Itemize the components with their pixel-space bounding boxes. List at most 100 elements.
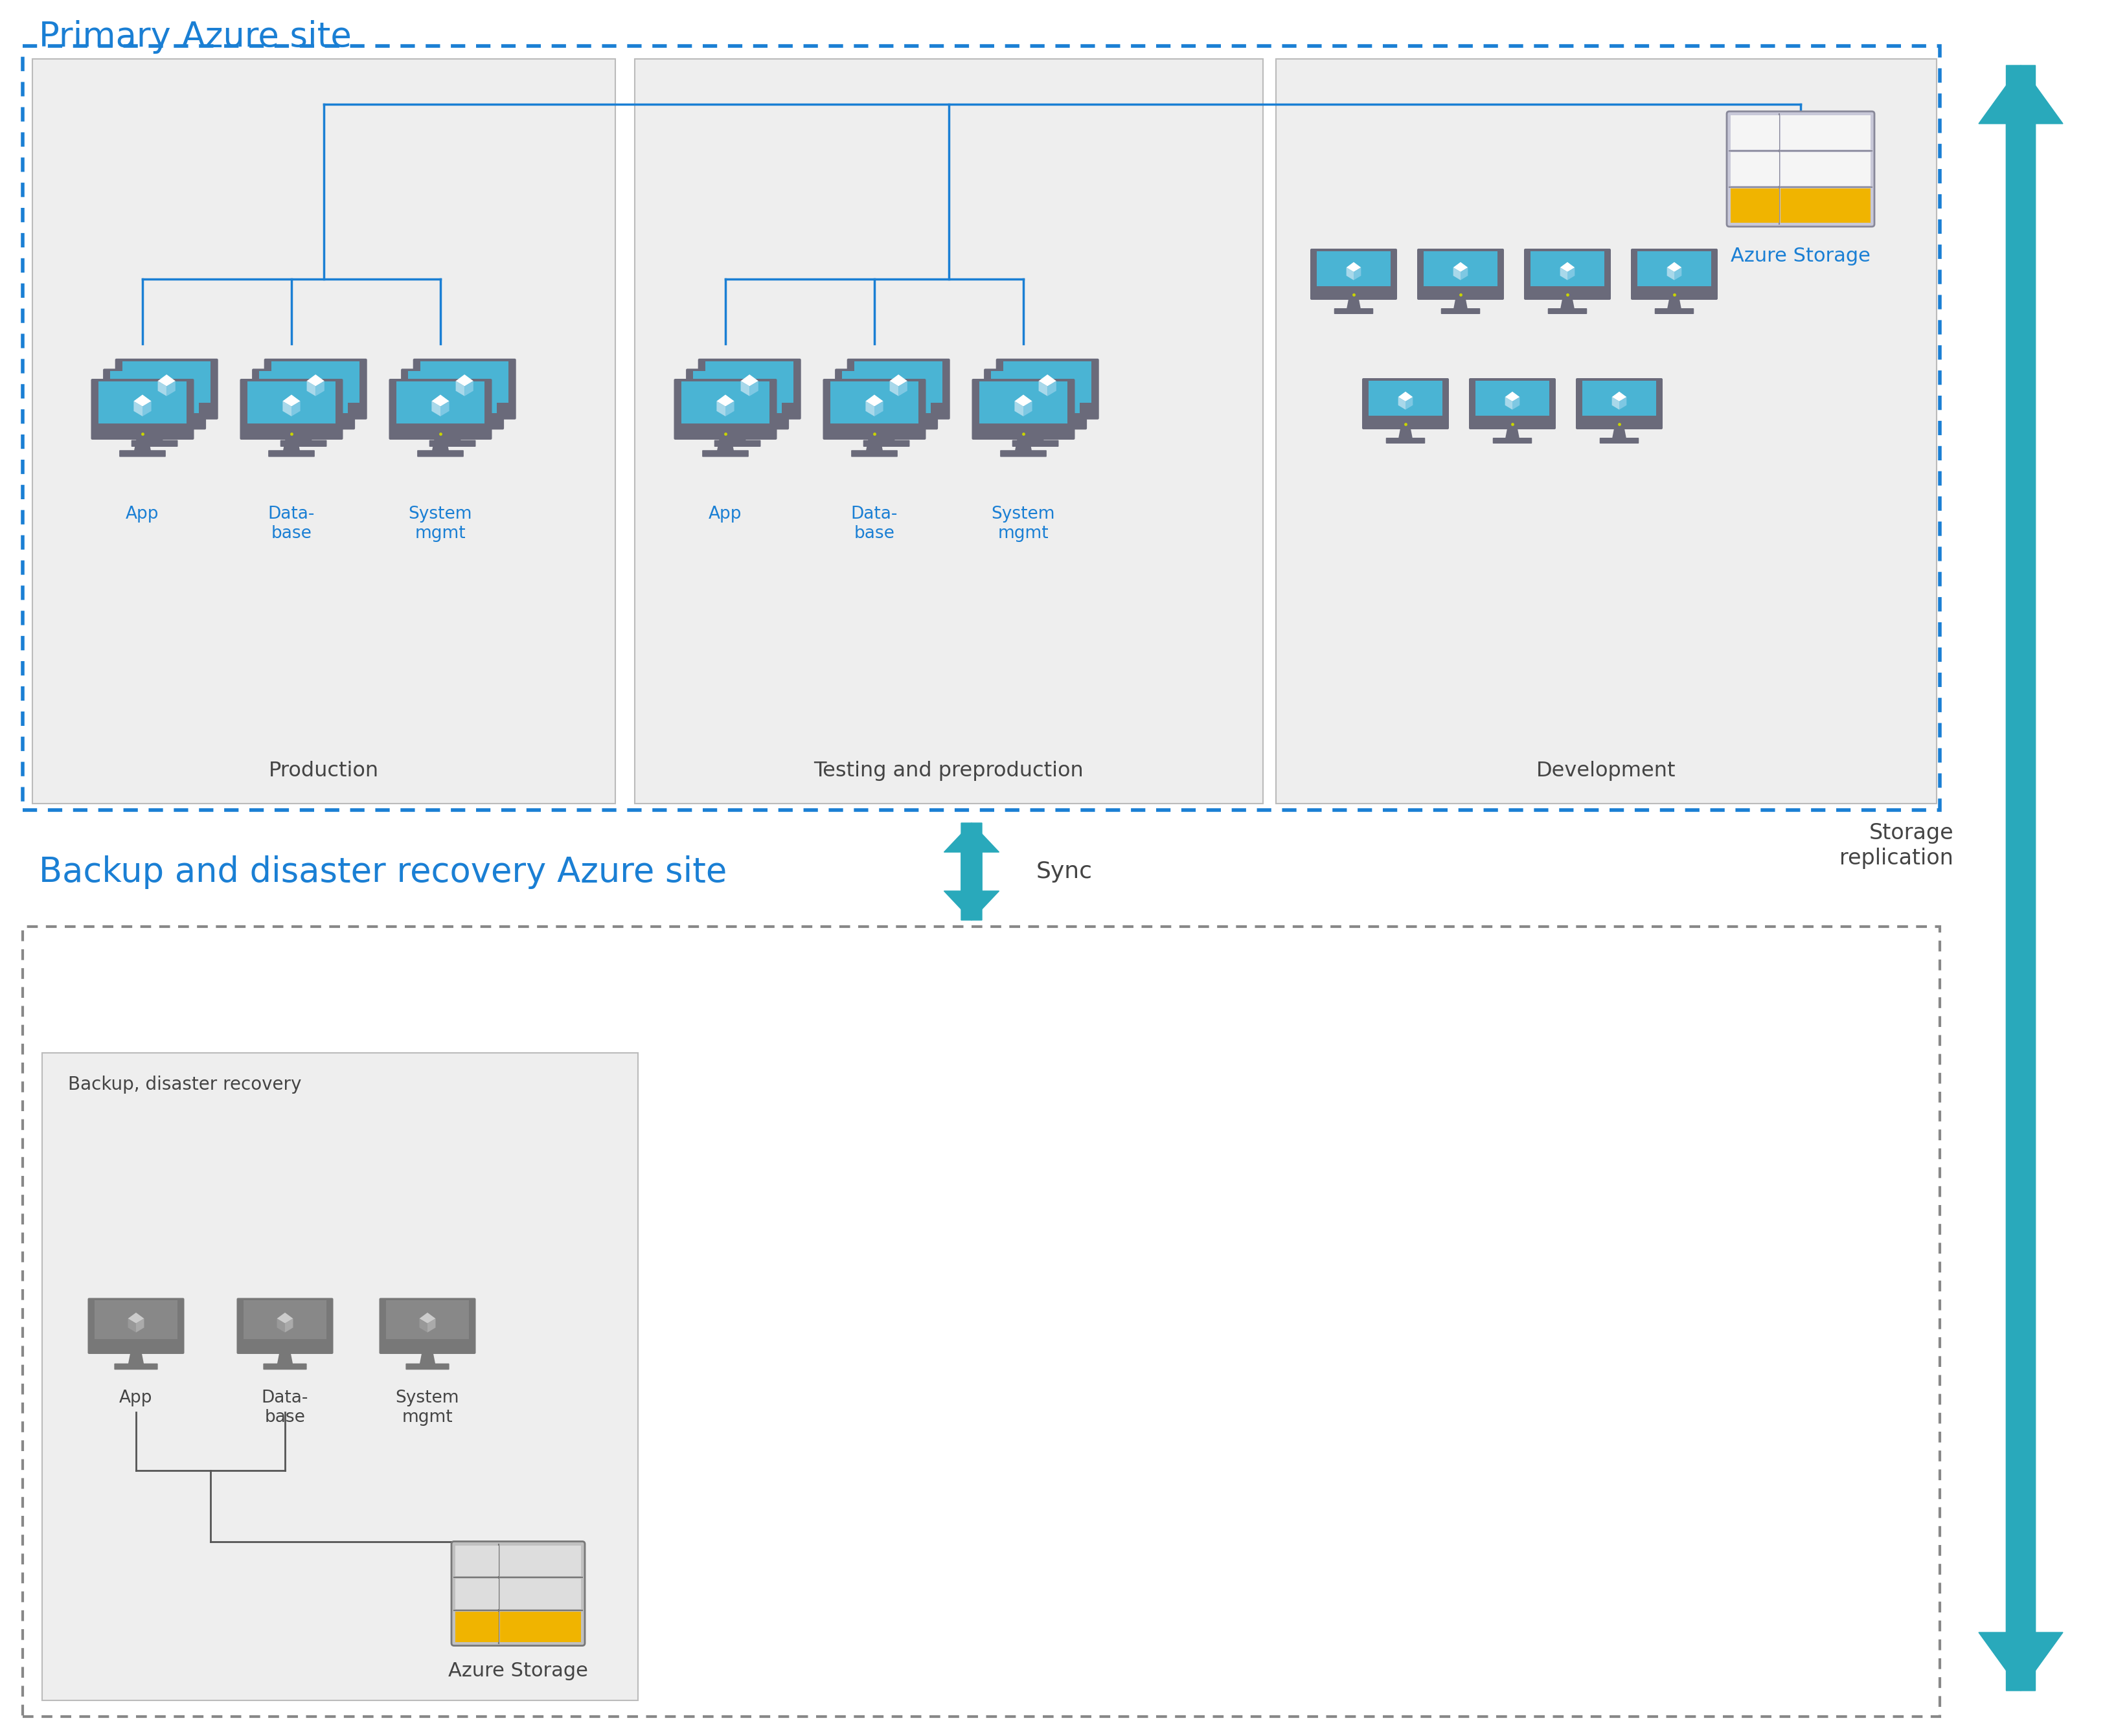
Polygon shape	[1354, 267, 1362, 279]
Polygon shape	[307, 380, 316, 396]
FancyBboxPatch shape	[726, 431, 773, 437]
Polygon shape	[890, 418, 907, 431]
FancyBboxPatch shape	[501, 1545, 581, 1576]
Polygon shape	[728, 385, 747, 396]
FancyBboxPatch shape	[32, 59, 615, 804]
FancyBboxPatch shape	[674, 378, 777, 439]
Polygon shape	[1040, 418, 1057, 431]
FancyBboxPatch shape	[143, 431, 189, 437]
Polygon shape	[1347, 262, 1362, 273]
Polygon shape	[1023, 401, 1031, 417]
FancyBboxPatch shape	[1781, 115, 1871, 149]
Polygon shape	[1398, 429, 1412, 439]
Polygon shape	[432, 394, 448, 406]
Polygon shape	[465, 380, 474, 396]
FancyBboxPatch shape	[842, 372, 930, 413]
Polygon shape	[1560, 267, 1568, 279]
Polygon shape	[1505, 429, 1520, 439]
Polygon shape	[419, 1312, 436, 1323]
Polygon shape	[440, 401, 448, 417]
FancyBboxPatch shape	[703, 450, 749, 457]
FancyBboxPatch shape	[246, 382, 335, 424]
FancyBboxPatch shape	[1423, 252, 1497, 286]
FancyBboxPatch shape	[259, 372, 347, 413]
Text: Backup and disaster recovery Azure site: Backup and disaster recovery Azure site	[38, 856, 726, 889]
Polygon shape	[295, 385, 312, 396]
Polygon shape	[278, 1319, 284, 1333]
Polygon shape	[128, 1319, 137, 1333]
FancyBboxPatch shape	[983, 368, 1086, 429]
FancyBboxPatch shape	[1730, 115, 1779, 149]
Text: Storage
replication: Storage replication	[1840, 823, 1953, 868]
Polygon shape	[444, 391, 453, 406]
Polygon shape	[716, 394, 735, 406]
FancyBboxPatch shape	[240, 378, 343, 439]
Polygon shape	[1015, 394, 1031, 406]
FancyBboxPatch shape	[406, 1363, 448, 1370]
FancyBboxPatch shape	[1726, 111, 1873, 227]
Polygon shape	[886, 391, 895, 406]
FancyBboxPatch shape	[1417, 248, 1503, 300]
Polygon shape	[284, 1319, 293, 1333]
FancyBboxPatch shape	[455, 1611, 499, 1642]
FancyArrow shape	[943, 823, 1000, 920]
Polygon shape	[303, 391, 312, 406]
Text: Azure Storage: Azure Storage	[448, 1661, 587, 1680]
FancyBboxPatch shape	[122, 361, 210, 403]
FancyBboxPatch shape	[693, 372, 781, 413]
Polygon shape	[158, 375, 175, 385]
Polygon shape	[432, 401, 440, 417]
Polygon shape	[890, 375, 907, 385]
Polygon shape	[455, 375, 474, 385]
Text: Sync: Sync	[1036, 861, 1092, 882]
Polygon shape	[128, 1352, 143, 1364]
FancyBboxPatch shape	[863, 439, 909, 446]
Polygon shape	[145, 385, 164, 396]
Polygon shape	[1015, 401, 1023, 417]
Polygon shape	[427, 1319, 436, 1333]
FancyBboxPatch shape	[1530, 252, 1604, 286]
Polygon shape	[166, 380, 175, 396]
Polygon shape	[1612, 398, 1619, 410]
Polygon shape	[718, 439, 735, 451]
Text: Data-
base: Data- base	[850, 505, 899, 542]
Polygon shape	[1347, 267, 1354, 279]
Polygon shape	[1560, 262, 1575, 273]
Polygon shape	[741, 380, 749, 396]
Polygon shape	[1027, 391, 1036, 406]
FancyBboxPatch shape	[114, 1363, 158, 1370]
Polygon shape	[1406, 398, 1412, 410]
FancyBboxPatch shape	[267, 450, 316, 457]
FancyBboxPatch shape	[109, 372, 198, 413]
Polygon shape	[1398, 392, 1412, 401]
FancyBboxPatch shape	[973, 378, 1076, 439]
FancyBboxPatch shape	[1655, 309, 1695, 314]
Polygon shape	[307, 375, 324, 385]
Polygon shape	[1619, 398, 1627, 410]
FancyBboxPatch shape	[42, 1052, 638, 1700]
Polygon shape	[1461, 267, 1467, 279]
FancyBboxPatch shape	[1577, 378, 1663, 429]
Polygon shape	[135, 439, 152, 451]
Polygon shape	[1505, 392, 1520, 401]
FancyBboxPatch shape	[686, 368, 789, 429]
Polygon shape	[728, 391, 737, 406]
FancyArrow shape	[943, 823, 1000, 920]
FancyBboxPatch shape	[682, 382, 770, 424]
FancyBboxPatch shape	[1316, 252, 1391, 286]
FancyBboxPatch shape	[88, 1299, 185, 1354]
FancyBboxPatch shape	[1547, 309, 1587, 314]
Polygon shape	[728, 429, 745, 441]
Text: Production: Production	[269, 760, 379, 781]
Polygon shape	[1347, 299, 1360, 309]
Polygon shape	[295, 429, 312, 441]
FancyBboxPatch shape	[400, 368, 503, 429]
Text: Azure Storage: Azure Storage	[1730, 247, 1871, 266]
FancyBboxPatch shape	[1631, 248, 1718, 300]
Text: App: App	[709, 505, 743, 523]
Polygon shape	[143, 401, 152, 417]
Polygon shape	[158, 380, 166, 396]
Text: Primary Azure site: Primary Azure site	[38, 21, 352, 54]
FancyBboxPatch shape	[1730, 189, 1779, 222]
FancyBboxPatch shape	[95, 1300, 177, 1338]
